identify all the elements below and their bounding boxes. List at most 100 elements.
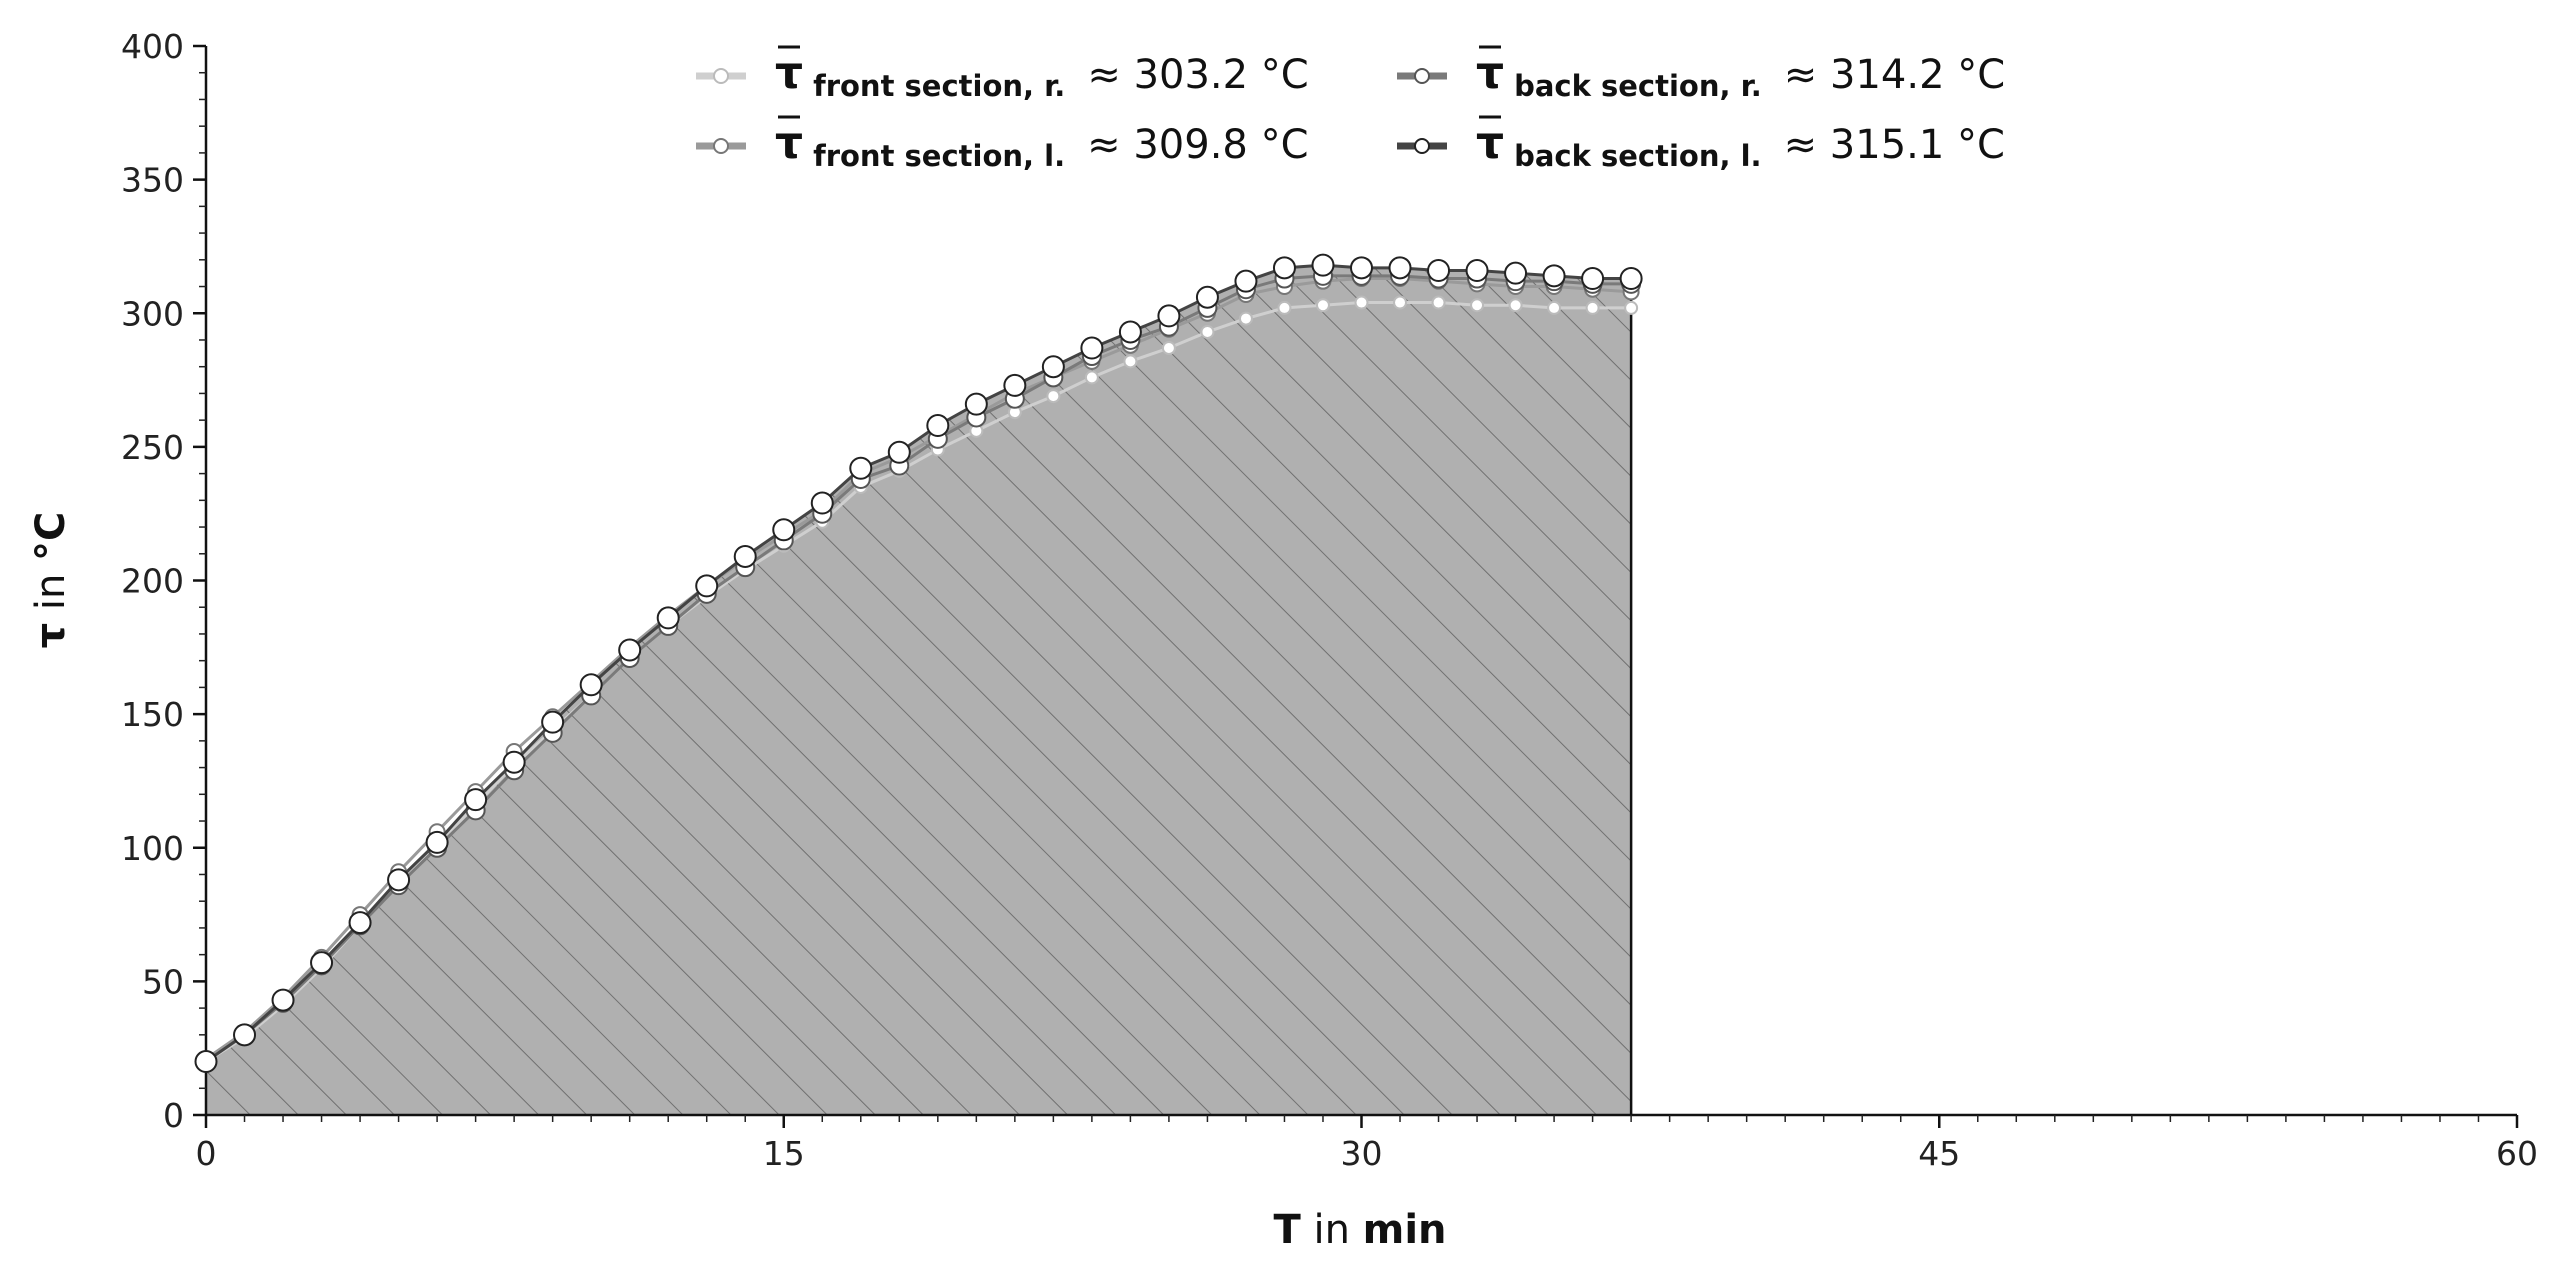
data-point — [849, 456, 873, 480]
legend-subscript: front section, l. — [813, 139, 1065, 173]
legend-swatch-marker — [713, 138, 729, 154]
legend-subscript: front section, r. — [813, 69, 1065, 103]
data-point — [1354, 295, 1369, 310]
legend-label: τ back section, l. ≈ 315.1 °C — [1476, 118, 2005, 173]
y-tick-label: 250 — [121, 428, 184, 467]
legend-label: τ front section, r. ≈ 303.2 °C — [775, 48, 1309, 103]
data-point — [1624, 300, 1639, 315]
legend-swatch-marker — [713, 68, 729, 84]
x-tick-label: 45 — [1918, 1134, 1960, 1173]
series-back-l — [194, 253, 1643, 1074]
y-tick-label: 100 — [121, 829, 184, 868]
data-point — [1123, 354, 1138, 369]
data-point — [1046, 389, 1061, 404]
y-axis-mid: in — [28, 561, 74, 623]
data-point — [1465, 258, 1489, 282]
data-point — [1388, 256, 1412, 280]
x-tick-label: 30 — [1341, 1134, 1383, 1173]
data-point — [1157, 304, 1181, 328]
data-point — [810, 491, 834, 515]
data-point — [695, 574, 719, 598]
data-point — [1619, 267, 1643, 291]
area-fill-layer — [206, 265, 1633, 1115]
legend-label: τ front section, l. ≈ 309.8 °C — [775, 118, 1309, 173]
data-point — [1277, 300, 1292, 315]
data-point — [1508, 298, 1523, 313]
data-point — [1581, 267, 1605, 291]
legend-value: ≈ 314.2 °C — [1784, 52, 2005, 98]
data-point — [1585, 300, 1600, 315]
data-point — [887, 440, 911, 464]
legend: τ front section, r. ≈ 303.2 °C τ front secti… — [696, 45, 2005, 173]
data-point — [348, 911, 372, 935]
legend-symbol: τ — [775, 118, 803, 169]
legend-subscript: back section, l. — [1514, 139, 1761, 173]
x-axis-symbol: T — [1273, 1207, 1301, 1253]
data-point — [1542, 264, 1566, 288]
data-point — [310, 951, 334, 975]
data-point — [1470, 298, 1485, 313]
data-point — [425, 830, 449, 854]
y-axis-symbol: τ — [28, 623, 74, 649]
data-point — [1238, 311, 1253, 326]
data-point — [1084, 370, 1099, 385]
data-point — [1118, 320, 1142, 344]
data-point — [1547, 300, 1562, 315]
data-point — [387, 868, 411, 892]
x-axis-title: T in min — [1273, 1207, 1446, 1253]
legend-value: ≈ 303.2 °C — [1087, 52, 1308, 98]
y-tick-label: 350 — [121, 161, 184, 200]
x-axis-unit: min — [1363, 1207, 1447, 1253]
data-point — [1504, 261, 1528, 285]
legend-entry-back-l: τ back section, l. ≈ 315.1 °C — [1397, 115, 2005, 173]
data-point — [1427, 258, 1451, 282]
data-point — [1200, 324, 1215, 339]
y-tick-label: 150 — [121, 695, 184, 734]
y-tick-label: 200 — [121, 562, 184, 601]
data-point — [1272, 256, 1296, 280]
axes-layer: 0 50 100 150 200 250 300 350 400 0 15 30 45 60 — [121, 27, 2538, 1173]
data-point — [1195, 285, 1219, 309]
data-point — [1311, 253, 1335, 277]
y-tick-label: 400 — [121, 27, 184, 66]
y-tick-label: 300 — [121, 294, 184, 333]
data-point — [618, 638, 642, 662]
legend-value: ≈ 315.1 °C — [1784, 122, 2005, 168]
data-point — [1315, 298, 1330, 313]
data-point — [579, 673, 603, 697]
x-tick-label: 60 — [2496, 1134, 2538, 1173]
y-tick-label: 50 — [142, 962, 184, 1001]
data-point — [194, 1050, 218, 1074]
data-point — [502, 750, 526, 774]
data-point — [1161, 340, 1176, 355]
legend-swatch-marker — [1414, 68, 1430, 84]
data-point — [1350, 256, 1373, 280]
legend-entry-front-r: τ front section, r. ≈ 303.2 °C — [696, 45, 1309, 103]
data-point — [656, 606, 680, 630]
data-point — [733, 544, 757, 568]
data-point — [271, 988, 295, 1012]
data-point — [1393, 295, 1408, 310]
y-axis-unit: °C — [28, 512, 74, 561]
legend-symbol: τ — [1476, 48, 1504, 99]
legend-value: ≈ 309.8 °C — [1087, 122, 1308, 168]
data-point — [233, 1023, 257, 1047]
data-point — [1003, 373, 1027, 397]
legend-label: τ back section, r. ≈ 314.2 °C — [1476, 48, 2005, 103]
data-point — [1041, 355, 1065, 379]
x-axis-mid: in — [1301, 1207, 1363, 1253]
x-tick-label: 15 — [763, 1134, 805, 1173]
y-tick-label: 0 — [163, 1096, 184, 1135]
data-point — [964, 392, 988, 416]
data-point — [772, 518, 796, 542]
series-layer — [194, 253, 1643, 1074]
data-point — [1431, 295, 1446, 310]
y-axis-title: τ in °C — [28, 512, 74, 649]
legend-entry-back-r: τ back section, r. ≈ 314.2 °C — [1397, 45, 2005, 103]
data-point — [1234, 269, 1258, 293]
data-point — [1080, 336, 1104, 360]
data-point — [926, 413, 950, 437]
legend-entry-front-l: τ front section, l. ≈ 309.8 °C — [696, 115, 1309, 173]
legend-subscript: back section, r. — [1514, 69, 1762, 103]
